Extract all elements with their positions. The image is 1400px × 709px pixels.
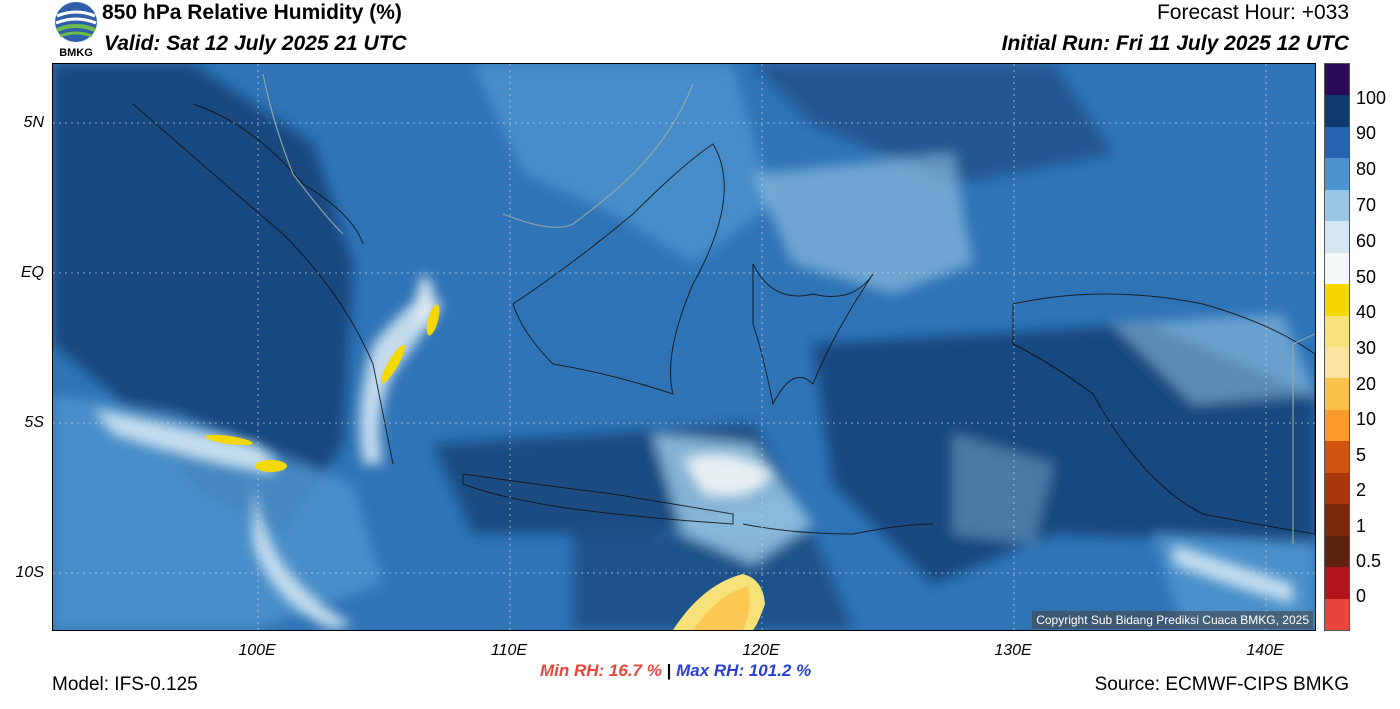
colorbar-label-90: 90 (1356, 123, 1377, 143)
initial-run: Initial Run: Fri 11 July 2025 12 UTC (1001, 32, 1349, 55)
colorbar-segment (1325, 95, 1349, 128)
lon-label-130e: 130E (994, 642, 1032, 659)
humidity-map-svg (53, 64, 1315, 630)
lon-label-110e: 110E (490, 642, 528, 659)
colorbar-segment (1325, 158, 1349, 191)
lat-label-eq: EQ (20, 264, 44, 281)
source-label: Source: ECMWF-CIPS BMKG (1094, 674, 1349, 695)
colorbar-label-5: 5 (1356, 445, 1367, 465)
logo-text: BMKG (59, 47, 93, 59)
colorbar-label-0: 0 (1356, 586, 1367, 606)
colorbar-label-2: 2 (1356, 480, 1367, 500)
rh-stats: Min RH: 16.7 % | Max RH: 101.2 % (540, 661, 811, 681)
forecast-hour: Forecast Hour: +033 (1156, 1, 1349, 24)
colorbar-segment (1325, 189, 1349, 222)
copyright-note: Copyright Sub Bidang Prediksi Cuaca BMKG… (1032, 611, 1313, 629)
colorbar-segment (1325, 567, 1349, 600)
model-label: Model: IFS-0.125 (52, 674, 198, 695)
stats-separator: | (666, 661, 672, 680)
colorbar-segment (1325, 535, 1349, 568)
colorbar-segment (1325, 472, 1349, 505)
chart-title: 850 hPa Relative Humidity (%) (102, 1, 402, 24)
lat-label-10s: 10S (15, 564, 44, 581)
colorbar-segment (1325, 221, 1349, 254)
colorbar-label-80: 80 (1356, 159, 1377, 179)
colorbar-segment (1325, 252, 1349, 285)
min-rh: Min RH: 16.7 % (540, 661, 662, 680)
humidity-map: Copyright Sub Bidang Prediksi Cuaca BMKG… (52, 63, 1316, 631)
valid-time: Valid: Sat 12 July 2025 21 UTC (104, 32, 407, 55)
max-rh: Max RH: 101.2 % (676, 661, 812, 680)
colorbar-label-40: 40 (1356, 302, 1377, 322)
colorbar-segment (1325, 284, 1349, 317)
colorbar-label-1: 1 (1356, 516, 1367, 536)
lon-label-100e: 100E (238, 642, 276, 659)
colorbar-segment (1325, 315, 1349, 348)
colorbar-segment (1325, 441, 1349, 474)
bmkg-logo-icon (55, 2, 97, 42)
colorbar-label-50: 50 (1356, 267, 1377, 287)
colorbar-segment (1325, 347, 1349, 379)
colorbar-segment (1325, 409, 1349, 442)
colorbar-label-100: 100 (1356, 88, 1387, 108)
colorbar-segment (1325, 598, 1349, 631)
colorbar-label-70: 70 (1356, 195, 1377, 215)
colorbar-label-20: 20 (1356, 374, 1377, 394)
colorbar-segment (1325, 126, 1349, 159)
colorbar-label-30: 30 (1356, 338, 1377, 358)
bmkg-logo: BMKG (52, 0, 100, 60)
colorbar-label-10: 10 (1356, 409, 1377, 429)
colorbar-segment (1325, 504, 1349, 537)
lat-label-5n: 5N (23, 114, 44, 131)
colorbar (1324, 63, 1350, 631)
colorbar-segment (1325, 64, 1349, 96)
colorbar-label-60: 60 (1356, 231, 1377, 251)
lon-label-120e: 120E (742, 642, 780, 659)
lon-label-140e: 140E (1246, 642, 1284, 659)
colorbar-label-0-5: 0.5 (1356, 551, 1382, 571)
colorbar-segment (1325, 378, 1349, 411)
lat-label-5s: 5S (24, 414, 44, 431)
